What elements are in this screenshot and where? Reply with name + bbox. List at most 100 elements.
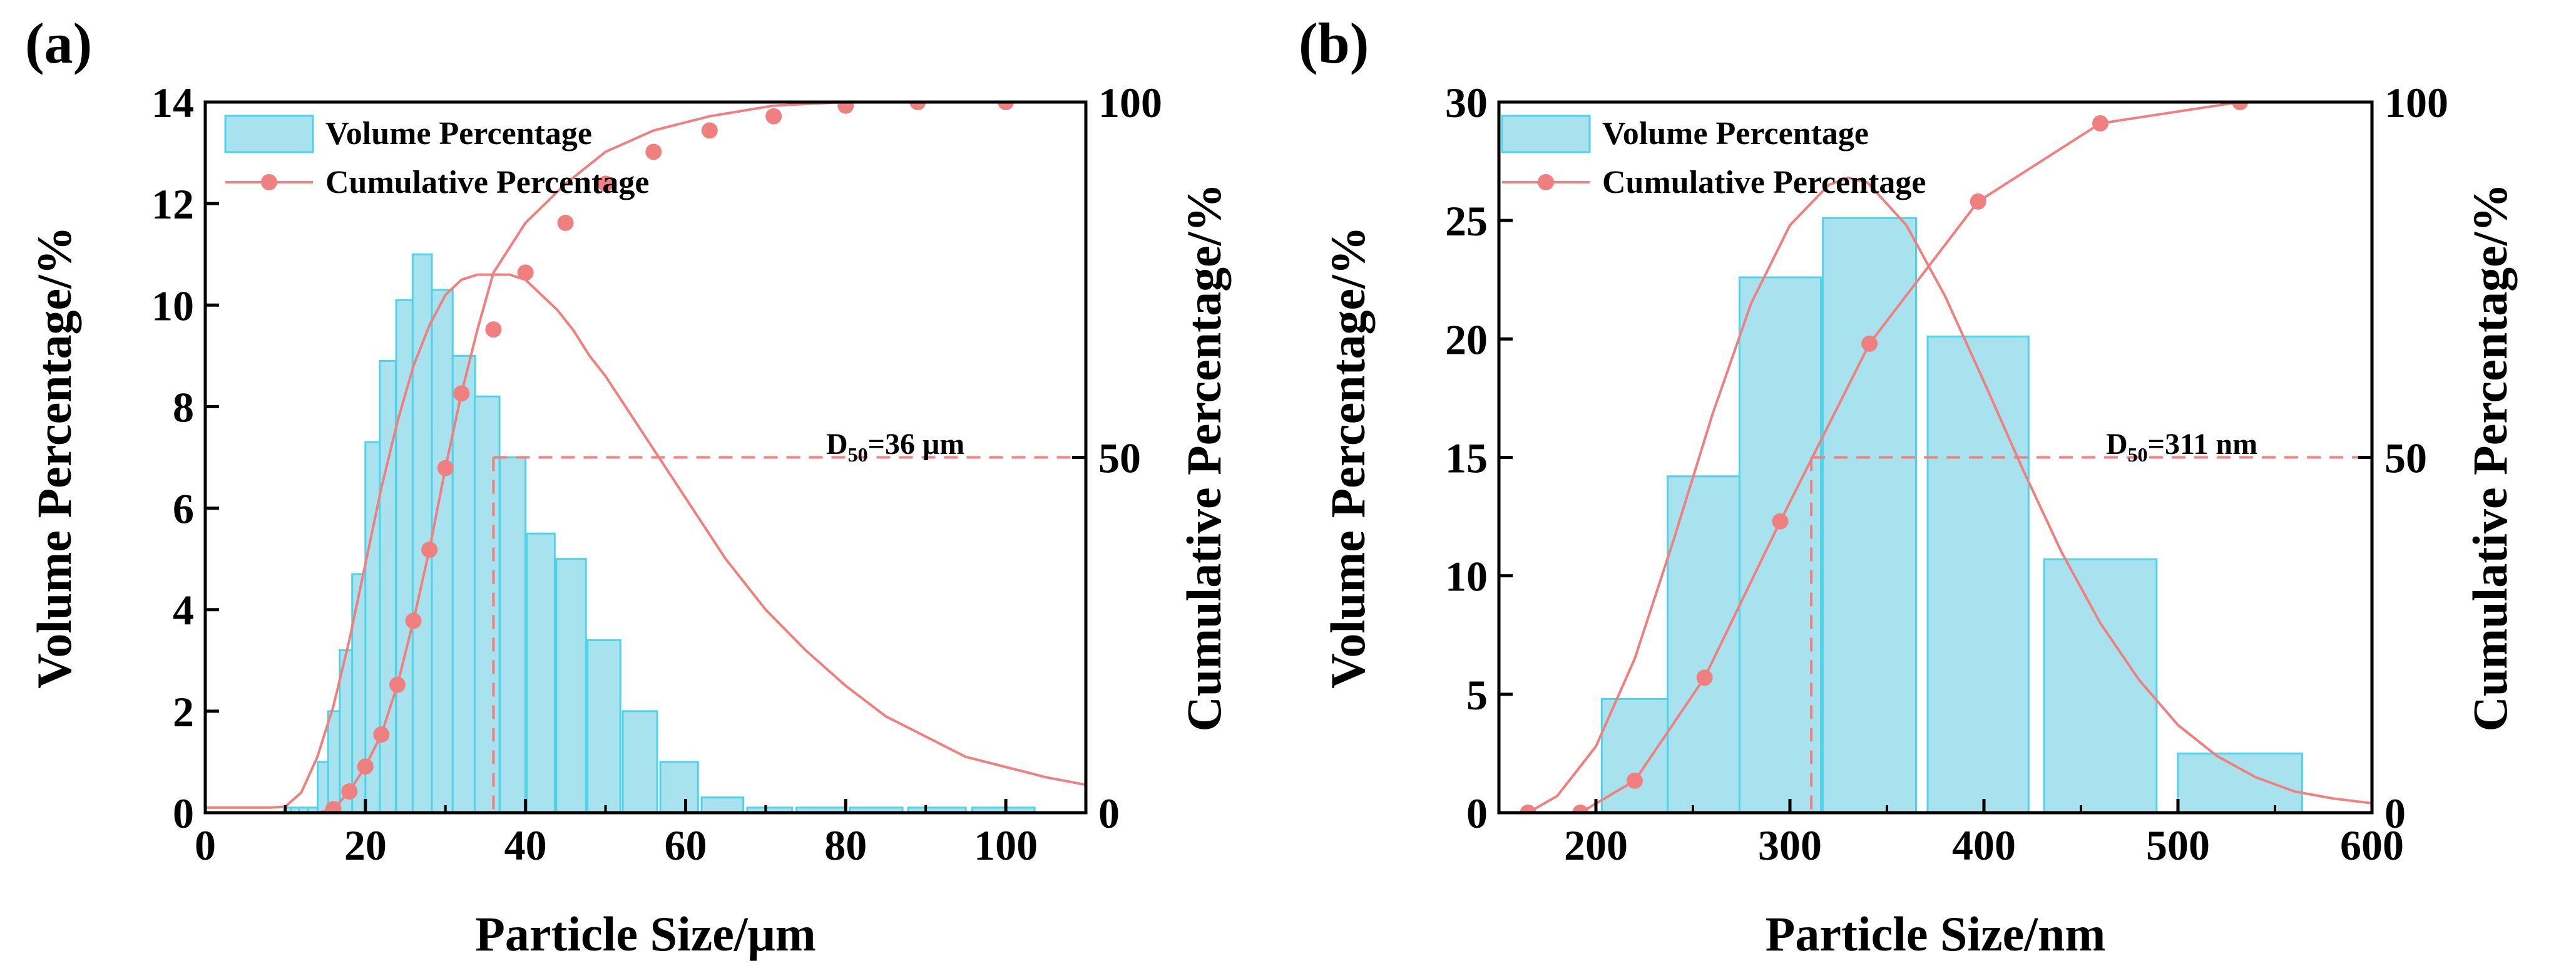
y-tick-label: 2 — [173, 688, 194, 736]
cumulative-point — [1627, 772, 1643, 789]
y2-axis-title: Cumulative Percentage/% — [1177, 183, 1231, 732]
cumulative-point — [1696, 669, 1713, 686]
x-tick-label: 300 — [1758, 821, 1822, 869]
volume-bar — [451, 354, 476, 813]
y-tick-label: 10 — [1445, 553, 1488, 600]
cumulative-point — [517, 264, 534, 281]
x-axis-title: Particle Size/μm — [475, 907, 815, 961]
panel-label: (a) — [25, 11, 92, 75]
legend-swatch-cumulative-marker — [261, 174, 277, 190]
volume-bar — [364, 441, 381, 813]
volume-bar — [555, 558, 587, 813]
cumulative-point — [998, 102, 1015, 110]
x-tick-label: 200 — [1564, 821, 1628, 869]
plot-area — [205, 102, 1086, 813]
cumulative-point — [325, 801, 342, 813]
x-tick-label: 100 — [974, 821, 1038, 869]
volume-bar — [1926, 336, 2030, 813]
volume-bar — [621, 710, 658, 813]
y-tick-label: 6 — [173, 485, 194, 533]
volume-bar — [659, 761, 699, 813]
volume-bar — [379, 359, 397, 813]
volume-bar — [700, 796, 745, 813]
y2-tick-label: 50 — [2384, 435, 2427, 482]
cumulative-point — [837, 102, 854, 114]
y-tick-label: 25 — [1445, 197, 1488, 245]
cumulative-point — [341, 783, 358, 800]
volume-bar — [499, 456, 527, 813]
cumulative-point — [405, 612, 422, 629]
cumulative-point — [2092, 115, 2108, 132]
d50-label-rest: =36 μm — [868, 428, 965, 461]
cumulative-point — [1572, 805, 1589, 813]
volume-bar — [1667, 475, 1742, 813]
y-tick-label: 12 — [151, 180, 194, 228]
y-tick-label: 4 — [173, 587, 194, 634]
y2-tick-label: 100 — [1098, 79, 1162, 126]
volume-bar — [2043, 558, 2158, 813]
legend-label-cumulative: Cumulative Percentage — [325, 165, 649, 200]
volume-bar — [586, 639, 621, 813]
y-tick-label: 5 — [1466, 671, 1488, 719]
volume-bar — [1738, 276, 1822, 813]
cumulative-point — [1520, 805, 1536, 813]
legend-swatch-volume — [224, 115, 314, 153]
fit-curve-line — [205, 273, 1086, 809]
x-axis-title: Particle Size/nm — [1766, 907, 2106, 961]
cumulative-point — [1861, 335, 1878, 352]
y-axis-title: Volume Percentage/% — [1321, 226, 1375, 689]
cumulative-point — [765, 108, 782, 125]
legend-label-volume: Volume Percentage — [325, 116, 592, 152]
x-tick-label: 600 — [2340, 821, 2404, 869]
volume-bar — [526, 532, 556, 813]
cumulative-point — [557, 214, 574, 231]
fit-curve-line — [1527, 177, 2372, 813]
legend-swatch-cumulative-marker — [1538, 174, 1554, 190]
y-axis-title: Volume Percentage/% — [27, 226, 81, 689]
d50-label-sub: 50 — [2128, 443, 2148, 466]
d50-label-rest: =311 nm — [2148, 428, 2257, 461]
legend-label-cumulative: Cumulative Percentage — [1602, 165, 1926, 200]
d50-label: D50=311 nm — [2106, 428, 2257, 466]
y-tick-label: 20 — [1445, 316, 1488, 363]
cumulative-point — [421, 542, 438, 558]
y2-tick-label: 50 — [1098, 435, 1141, 482]
cumulative-point — [701, 122, 718, 139]
cumulative-point — [389, 676, 406, 693]
volume-bar — [411, 253, 433, 813]
cumulative-point — [485, 321, 502, 338]
d50-label-main: D — [826, 428, 848, 461]
d50-label-sub: 50 — [848, 443, 868, 466]
chart-panel-a: (a)D50=36 μm0 20 40 60 80 1000246810121405010… — [25, 11, 1231, 961]
cumulative-point — [909, 102, 926, 110]
y2-tick-label: 0 — [1098, 790, 1120, 837]
legend-label-volume: Volume Percentage — [1602, 116, 1869, 152]
cumulative-point — [2232, 102, 2249, 110]
volume-bar — [2177, 752, 2303, 813]
cumulative-point — [645, 143, 662, 160]
cumulative-point — [453, 385, 470, 402]
y2-axis-title: Cumulative Percentage/% — [2463, 183, 2517, 732]
d50-label: D50=36 μm — [826, 428, 964, 466]
plot-area — [1520, 102, 2372, 813]
cumulative-point — [1970, 193, 1986, 210]
y-tick-label: 30 — [1445, 79, 1488, 126]
volume-bar — [395, 299, 414, 813]
x-tick-label: 60 — [664, 821, 707, 869]
x-tick-label: 0 — [195, 821, 216, 869]
y-tick-label: 15 — [1445, 435, 1488, 482]
y2-tick-label: 0 — [2384, 790, 2406, 837]
d50-label-main: D — [2106, 428, 2128, 461]
x-tick-label: 40 — [504, 821, 547, 869]
volume-bar — [473, 395, 501, 813]
cumulative-point — [373, 726, 390, 743]
x-tick-label: 20 — [344, 821, 387, 869]
volume-bar — [1822, 217, 1917, 813]
y-tick-label: 0 — [1466, 790, 1488, 837]
cumulative-point — [1772, 513, 1789, 530]
cumulative-point — [357, 758, 374, 775]
y-tick-label: 0 — [173, 790, 194, 837]
volume-bar — [327, 710, 342, 813]
